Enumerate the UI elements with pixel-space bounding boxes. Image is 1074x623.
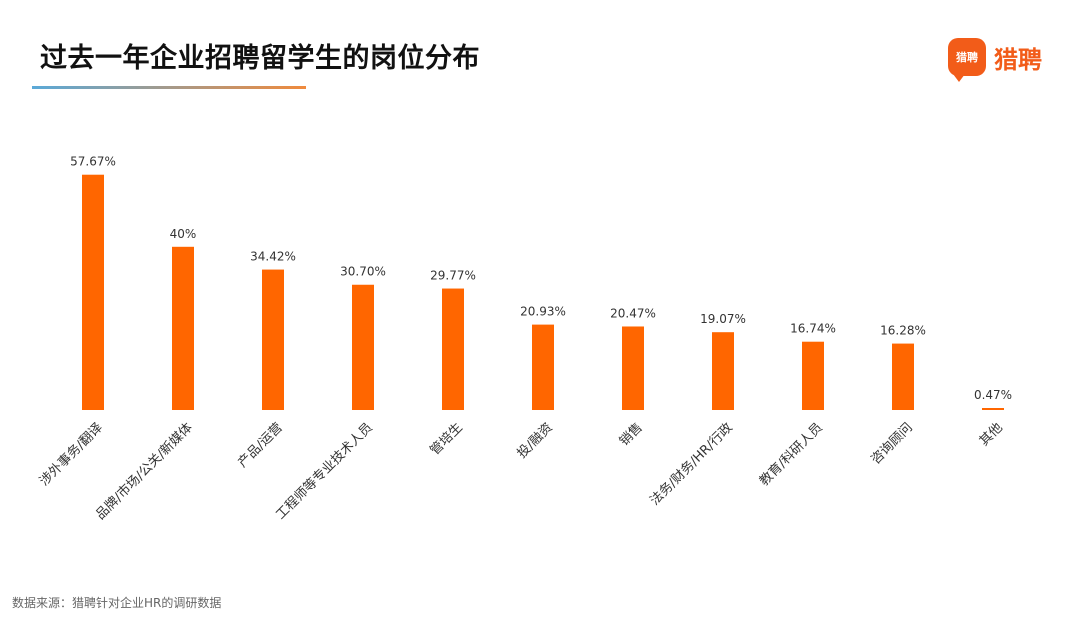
category-label-0: 涉外事务/翻译 — [36, 420, 106, 490]
category-label-9: 咨询顾问 — [868, 420, 915, 467]
logo-badge-icon: 猎聘 — [948, 38, 986, 82]
data-label-8: 16.74% — [790, 322, 836, 336]
page-title: 过去一年企业招聘留学生的岗位分布 — [40, 43, 480, 74]
category-label-1: 品牌/市场/公关/新媒体 — [92, 420, 195, 523]
brand-logo: 猎聘 猎聘 — [948, 38, 1042, 82]
bar-2 — [262, 269, 284, 410]
data-label-0: 57.67% — [70, 155, 116, 169]
category-label-4: 管培生 — [427, 420, 466, 459]
data-label-10: 0.47% — [974, 388, 1012, 402]
data-label-9: 16.28% — [880, 324, 926, 338]
category-label-6: 销售 — [616, 420, 646, 450]
bar-6 — [622, 326, 644, 410]
data-label-2: 34.42% — [250, 250, 296, 264]
data-label-7: 19.07% — [700, 312, 746, 326]
category-label-8: 教育/科研人员 — [756, 420, 826, 490]
bar-1 — [172, 246, 194, 410]
category-label-5: 投/融资 — [514, 420, 556, 462]
category-label-10: 其他 — [977, 420, 1006, 449]
category-label-2: 产品/运营 — [235, 420, 285, 470]
data-label-6: 20.47% — [610, 306, 656, 320]
logo-text: 猎聘 — [994, 45, 1042, 74]
data-label-4: 29.77% — [430, 269, 476, 283]
bar-3 — [352, 284, 374, 410]
bar-7 — [712, 332, 734, 410]
bar-10 — [982, 408, 1004, 410]
category-label-3: 工程师等专业技术人员 — [273, 420, 376, 523]
bar-8 — [802, 341, 824, 410]
title-underline — [32, 86, 306, 89]
bar-0 — [82, 174, 104, 410]
bar-9 — [892, 343, 914, 410]
data-label-5: 20.93% — [520, 305, 566, 319]
bar-4 — [442, 288, 464, 410]
data-source-note: 数据来源：猎聘针对企业HR的调研数据 — [12, 596, 222, 610]
category-label-7: 法务/财务/HR/行政 — [647, 420, 736, 509]
bar-5 — [532, 324, 554, 410]
data-label-1: 40% — [170, 227, 197, 241]
data-label-3: 30.70% — [340, 265, 386, 279]
